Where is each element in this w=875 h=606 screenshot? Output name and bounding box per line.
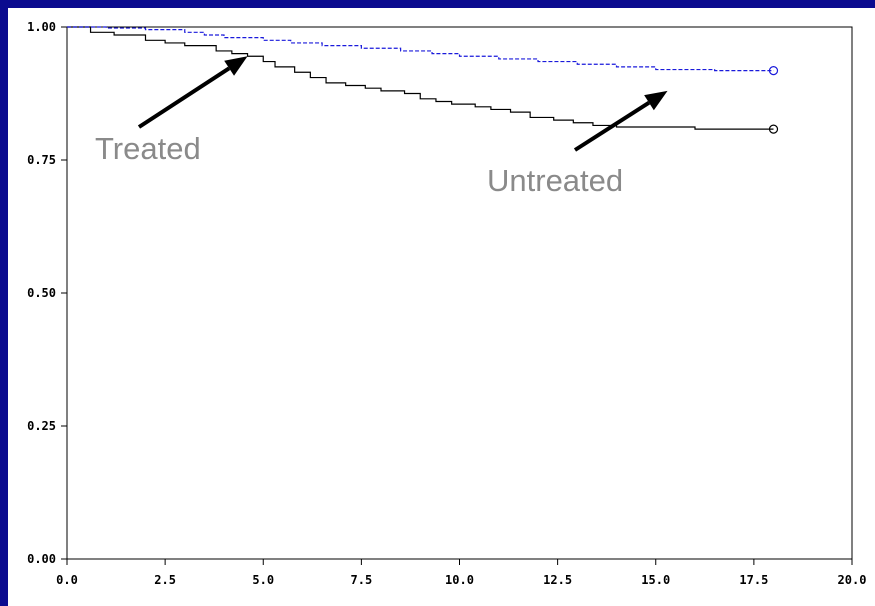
chart-canvas: 0.0 2.5 5.0 7.5 10.0 12.5 15.0 17.5 20.0 0.00 0.25… — [8, 8, 875, 606]
series-line-treated — [67, 26, 774, 130]
y-tick-label-4: 1.00 — [27, 20, 56, 34]
y-tick-label-0: 0.00 — [27, 552, 56, 566]
series-line-untreated — [67, 26, 774, 72]
annotation-arrow-1 — [573, 101, 651, 152]
annotation-untreated-label: Untreated — [487, 163, 623, 198]
y-tick-label-2: 0.50 — [27, 286, 56, 300]
x-tick-label-0: 0.0 — [56, 573, 78, 587]
y-tick-label-1: 0.25 — [27, 419, 56, 433]
x-tick-label-3: 7.5 — [351, 573, 373, 587]
annotation-treated-label: Treated — [95, 131, 201, 166]
annotation-arrow-0 — [137, 66, 231, 129]
annotations: Treated Untreated — [95, 56, 668, 198]
annotation-arrowhead-0 — [224, 56, 248, 76]
x-tick-label-1: 2.5 — [154, 573, 176, 587]
censor-marker-untreated — [768, 66, 779, 76]
x-tick-label-5: 12.5 — [543, 573, 572, 587]
axes: 0.0 2.5 5.0 7.5 10.0 12.5 15.0 17.5 20.0 0.00 0.25… — [27, 20, 866, 587]
annotation-arrowhead-1 — [644, 90, 668, 111]
x-tick-label-8: 20.0 — [838, 573, 867, 587]
x-tick-label-4: 10.0 — [445, 573, 474, 587]
plot-frame — [66, 26, 853, 560]
x-tick-label-6: 15.0 — [641, 573, 670, 587]
x-tick-label-2: 5.0 — [252, 573, 274, 587]
series-layer — [67, 26, 779, 134]
censor-marker-treated — [768, 124, 779, 134]
y-tick-label-3: 0.75 — [27, 153, 56, 167]
survival-chart: 0.0 2.5 5.0 7.5 10.0 12.5 15.0 17.5 20.0 0.00 0.25… — [27, 20, 866, 587]
x-tick-label-7: 17.5 — [739, 573, 768, 587]
